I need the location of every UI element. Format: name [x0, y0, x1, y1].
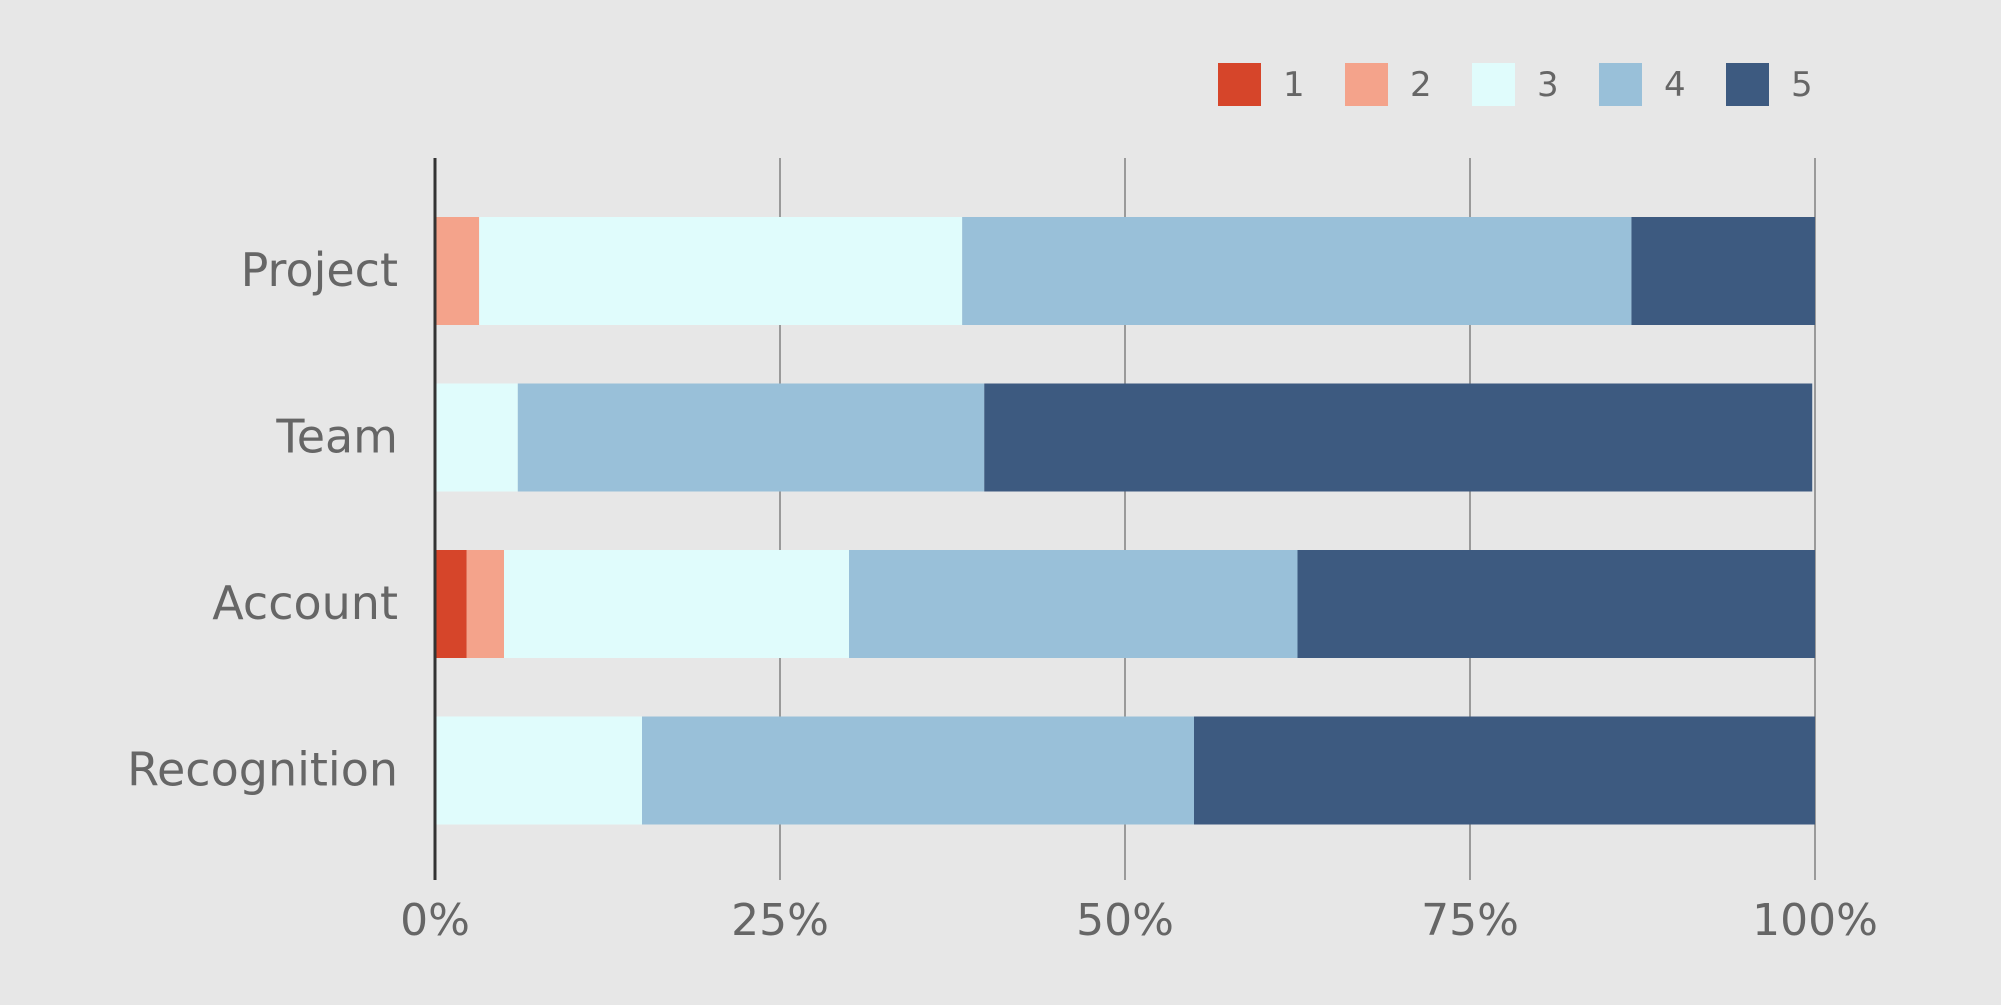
category-label: Team	[275, 410, 398, 464]
legend-label: 5	[1791, 65, 1813, 105]
bar-account-1	[435, 550, 467, 658]
legend-swatch-3	[1472, 63, 1515, 106]
bar-recognition-4	[642, 716, 1194, 825]
bar-account-2	[466, 550, 504, 658]
legend-label: 1	[1283, 65, 1305, 105]
category-label: Project	[241, 243, 398, 297]
bar-team-5	[984, 383, 1813, 492]
legend-label: 4	[1664, 65, 1686, 105]
axes: 0% 25% 50% 75% 100% Project Team Account Recogni…	[127, 158, 1878, 946]
bar-project-4	[962, 217, 1632, 325]
x-tick-label: 75%	[1421, 895, 1519, 946]
legend: 1 2 3 4 5	[1218, 63, 1813, 106]
bar-project-2	[435, 217, 480, 325]
legend-label: 2	[1410, 65, 1432, 105]
bar-team-3	[435, 383, 518, 492]
category-label: Recognition	[127, 743, 398, 797]
x-tick-label: 50%	[1076, 895, 1174, 946]
bar-recognition-3	[435, 716, 642, 825]
legend-swatch-2	[1345, 63, 1388, 106]
category-label: Account	[212, 576, 398, 630]
bar-account-4	[849, 550, 1298, 658]
x-tick-label: 0%	[400, 895, 470, 946]
bar-project-5	[1631, 217, 1815, 325]
bar-recognition-5	[1194, 716, 1815, 825]
legend-label: 3	[1537, 65, 1559, 105]
bar-account-5	[1297, 550, 1815, 658]
x-tick-label: 25%	[731, 895, 829, 946]
bar-project-3	[479, 217, 963, 325]
legend-swatch-1	[1218, 63, 1261, 106]
bar-account-3	[504, 550, 849, 658]
bar-team-4	[517, 383, 985, 492]
bars	[435, 217, 1815, 825]
legend-swatch-4	[1599, 63, 1642, 106]
legend-swatch-5	[1726, 63, 1769, 106]
x-tick-label: 100%	[1752, 895, 1878, 946]
